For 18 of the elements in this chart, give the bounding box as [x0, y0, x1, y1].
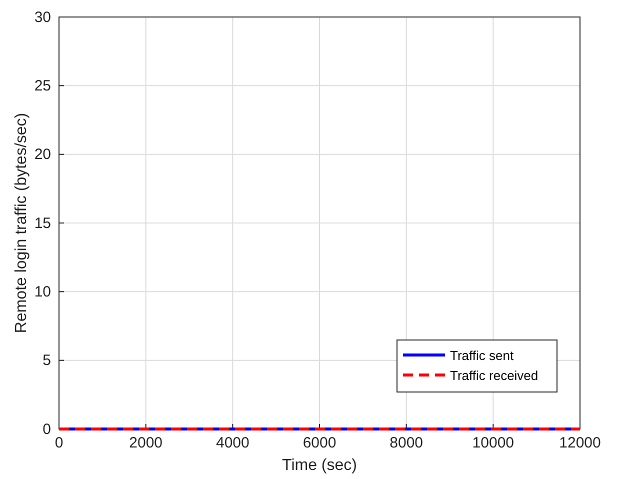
legend-label: Traffic sent — [450, 348, 514, 363]
y-tick-label: 5 — [42, 352, 51, 370]
x-tick-label: 6000 — [302, 434, 336, 452]
x-tick-label: 12000 — [559, 434, 601, 452]
y-tick-label: 30 — [34, 8, 51, 26]
y-tick-label: 10 — [34, 283, 51, 300]
x-tick-label: 8000 — [390, 434, 424, 452]
x-tick-label: 10000 — [472, 434, 514, 452]
y-tick-label: 0 — [42, 420, 51, 438]
y-axis-title: Remote login traffic (bytes/sec) — [13, 112, 30, 334]
x-tick-label: 2000 — [129, 434, 163, 452]
y-tick-label: 25 — [34, 77, 51, 94]
legend-label: Traffic received — [450, 368, 538, 383]
x-axis-title: Time (sec) — [282, 457, 357, 474]
y-tick-label: 20 — [34, 146, 51, 164]
x-tick-label: 4000 — [216, 434, 250, 452]
y-tick-label: 15 — [34, 214, 51, 232]
x-tick-label: 0 — [54, 434, 64, 452]
